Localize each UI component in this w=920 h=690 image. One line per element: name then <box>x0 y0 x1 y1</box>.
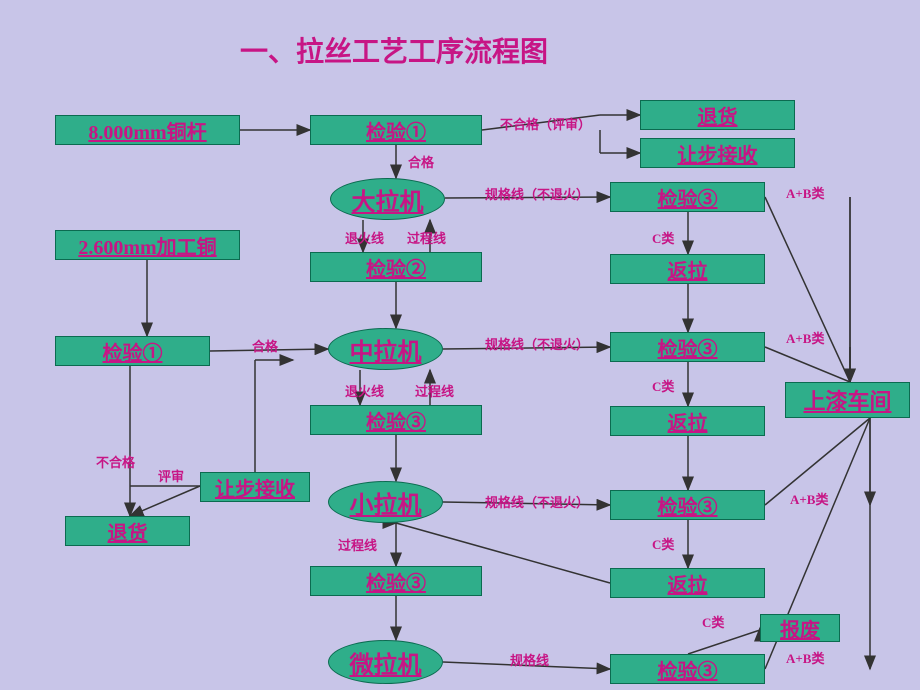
node-n7: 返拉 <box>610 254 765 284</box>
node-n15: 让步接收 <box>200 472 310 502</box>
edge-label-16: A+B类 <box>790 489 828 508</box>
edge-label-4: C类 <box>652 228 674 247</box>
node-n5: 大拉机 <box>330 178 445 220</box>
edge-label-0: 不合格（评审） <box>500 114 591 133</box>
node-n14: 检验③ <box>310 405 482 435</box>
node-n22: 检验③ <box>610 654 765 684</box>
edge-label-12: 过程线 <box>415 381 454 400</box>
node-n18: 检验③ <box>610 490 765 520</box>
node-n24: 上漆车间 <box>785 382 910 418</box>
edge-label-14: 评审 <box>158 466 184 485</box>
node-n21: 微拉机 <box>328 640 443 684</box>
page-title: 一、拉丝工艺工序流程图 <box>240 30 548 70</box>
edge-label-9: A+B类 <box>786 328 824 347</box>
node-n23: 报废 <box>760 614 840 642</box>
edge-label-6: 过程线 <box>407 228 446 247</box>
node-n12: 检验③ <box>610 332 765 362</box>
edge-label-8: 规格线（不退火） <box>485 334 589 353</box>
edge-label-17: C类 <box>652 534 674 553</box>
edge-label-18: 过程线 <box>338 535 377 554</box>
edge-label-11: 退火线 <box>345 381 384 400</box>
node-n10: 检验① <box>55 336 210 366</box>
edge-label-7: 合格 <box>252 336 278 355</box>
node-n16: 退货 <box>65 516 190 546</box>
node-n20: 检验③ <box>310 566 482 596</box>
node-n6: 检验③ <box>610 182 765 212</box>
node-n3: 退货 <box>640 100 795 130</box>
edge-label-20: C类 <box>702 612 724 631</box>
node-n19: 返拉 <box>610 568 765 598</box>
edge-label-5: 退火线 <box>345 228 384 247</box>
edge-label-21: A+B类 <box>786 648 824 667</box>
node-n9: 检验② <box>310 252 482 282</box>
node-n17: 小拉机 <box>328 481 443 523</box>
edge-label-15: 规格线（不退火） <box>485 492 589 511</box>
edge-label-2: 规格线（不退火） <box>485 184 589 203</box>
node-n8: 2.600mm加工铜 <box>55 230 240 260</box>
edge-label-13: 不合格 <box>96 452 135 471</box>
node-n11: 中拉机 <box>328 328 443 370</box>
node-n13: 返拉 <box>610 406 765 436</box>
edge-label-10: C类 <box>652 376 674 395</box>
node-n2: 检验① <box>310 115 482 145</box>
edge-label-3: A+B类 <box>786 183 824 202</box>
edge-label-19: 规格线 <box>510 650 549 669</box>
node-n1: 8.000mm铜杆 <box>55 115 240 145</box>
node-n4: 让步接收 <box>640 138 795 168</box>
edge-label-1: 合格 <box>408 152 434 171</box>
